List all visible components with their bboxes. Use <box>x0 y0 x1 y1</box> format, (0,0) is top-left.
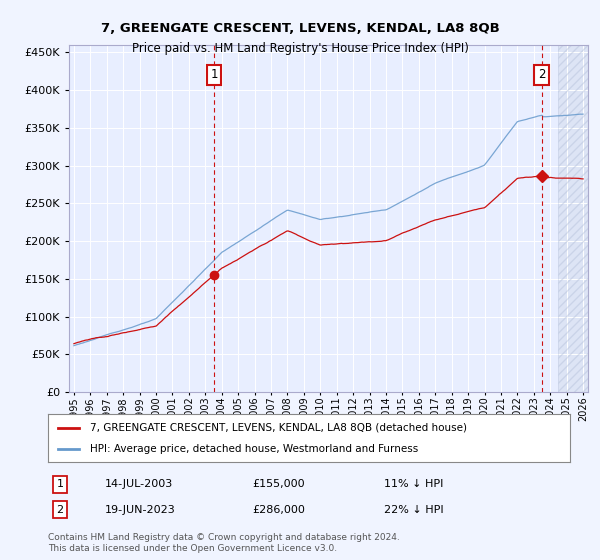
Bar <box>559 45 591 392</box>
Text: 22% ↓ HPI: 22% ↓ HPI <box>384 505 443 515</box>
Text: HPI: Average price, detached house, Westmorland and Furness: HPI: Average price, detached house, West… <box>90 444 418 454</box>
Text: £286,000: £286,000 <box>252 505 305 515</box>
Text: 7, GREENGATE CRESCENT, LEVENS, KENDAL, LA8 8QB: 7, GREENGATE CRESCENT, LEVENS, KENDAL, L… <box>101 22 499 35</box>
Bar <box>559 45 591 392</box>
Text: 2: 2 <box>56 505 64 515</box>
Text: 11% ↓ HPI: 11% ↓ HPI <box>384 479 443 489</box>
Text: Contains HM Land Registry data © Crown copyright and database right 2024.
This d: Contains HM Land Registry data © Crown c… <box>48 533 400 553</box>
Text: 1: 1 <box>56 479 64 489</box>
Text: Price paid vs. HM Land Registry's House Price Index (HPI): Price paid vs. HM Land Registry's House … <box>131 42 469 55</box>
Text: 2: 2 <box>538 68 545 82</box>
Text: £155,000: £155,000 <box>252 479 305 489</box>
Text: 1: 1 <box>211 68 218 82</box>
Text: 14-JUL-2003: 14-JUL-2003 <box>105 479 173 489</box>
Text: 19-JUN-2023: 19-JUN-2023 <box>105 505 176 515</box>
Text: 7, GREENGATE CRESCENT, LEVENS, KENDAL, LA8 8QB (detached house): 7, GREENGATE CRESCENT, LEVENS, KENDAL, L… <box>90 423 467 433</box>
